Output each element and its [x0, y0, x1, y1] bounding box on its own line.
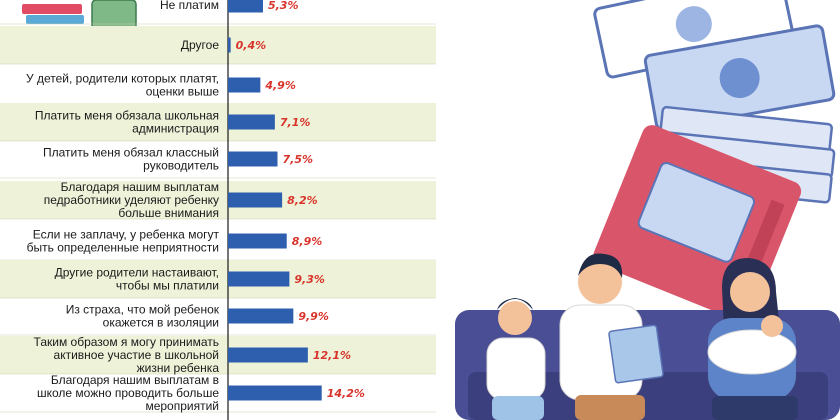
category-label: окажется в изоляции [103, 316, 219, 330]
category-label: мероприятий [145, 399, 219, 413]
bar [228, 271, 290, 287]
father-figure [559, 253, 664, 420]
bar [228, 151, 278, 167]
value-label: 8,2% [287, 194, 318, 207]
value-label: 9,3% [294, 273, 325, 286]
bar [228, 114, 275, 130]
category-label: педработники уделяют ребенку [44, 193, 219, 207]
category-label: Благодаря нашим выплатам [61, 180, 219, 194]
bar [228, 385, 322, 401]
category-label: Благодаря нашим выплатам в [51, 373, 219, 387]
value-label: 7,1% [280, 116, 311, 129]
category-label: У детей, родители которых платят, [26, 72, 219, 86]
category-label: Не платим [160, 0, 219, 12]
value-label: 9,9% [298, 310, 329, 323]
banknotes-icon [593, 0, 836, 204]
row-background [0, 26, 436, 64]
value-label: 14,2% [327, 387, 365, 400]
row-background [0, 181, 436, 219]
bar [228, 37, 231, 53]
value-label: 8,9% [292, 235, 323, 248]
row-background [0, 336, 436, 374]
category-label: Таким образом я могу принимать [34, 335, 219, 349]
category-label: Если не заплачу, у ребенка могут [33, 228, 220, 242]
category-label: активное участие в школьной [54, 348, 219, 362]
value-label: 4,9% [264, 79, 296, 92]
bar [228, 0, 263, 13]
bar [228, 192, 283, 208]
bar [228, 233, 287, 249]
value-label: 12,1% [313, 349, 351, 362]
category-label: Другие родители настаивают, [55, 266, 219, 280]
bar [228, 347, 308, 363]
bar [228, 77, 261, 93]
category-label: чтобы мы платили [116, 279, 219, 293]
bar [228, 308, 294, 324]
row-background [0, 260, 436, 298]
category-label: руководитель [143, 159, 219, 173]
value-label: 7,5% [283, 153, 314, 166]
category-label: больше внимания [118, 206, 219, 220]
category-label: оценки выше [146, 85, 220, 99]
category-label: жизни ребенка [137, 361, 220, 375]
category-label: администрация [132, 122, 219, 136]
row-background [0, 103, 436, 141]
value-label: 5,3% [268, 0, 299, 12]
mother-figure [707, 258, 798, 420]
category-label: Платить меня обязал классный [43, 146, 219, 160]
category-label: быть определенные неприятности [27, 241, 219, 255]
category-label: Другое [181, 38, 219, 52]
value-label: 0,4% [236, 39, 267, 52]
category-label: Платить меня обязала школьная [35, 109, 219, 123]
category-label: Из страха, что мой ребенок [66, 303, 220, 317]
child-figure [486, 298, 546, 420]
category-label: школе можно проводить больше [37, 386, 219, 400]
